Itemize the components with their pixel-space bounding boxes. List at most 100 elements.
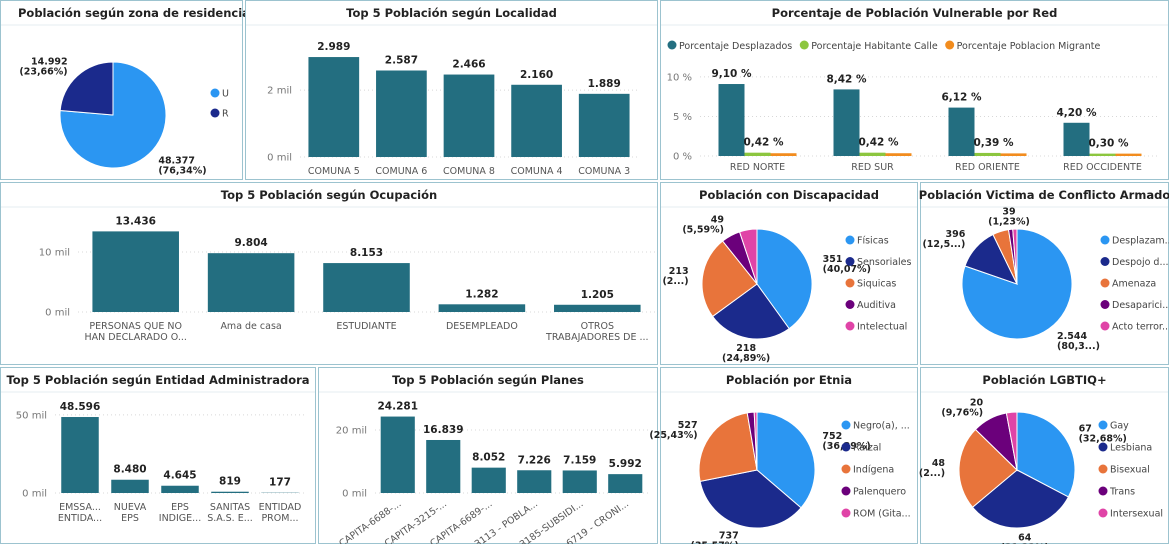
legend-marker — [841, 486, 851, 496]
legend-marker — [1098, 464, 1108, 474]
data-label: 0,42 % — [858, 137, 899, 149]
data-label: 4.645 — [163, 470, 196, 482]
x-tick-label: RED SUR — [851, 162, 894, 173]
data-label: 14.992 (23,66%) — [19, 57, 67, 78]
legend-label: Sensoriales — [857, 257, 912, 268]
data-label: 5.992 — [609, 458, 642, 470]
data-label: 2.160 — [520, 69, 553, 81]
y-tick-label: 0 mil — [267, 153, 292, 164]
bar — [974, 152, 1001, 156]
pie-slice — [1012, 228, 1018, 285]
bar — [207, 253, 295, 312]
bar — [1063, 122, 1090, 156]
x-tick-label: DESEMPLEADO — [446, 321, 518, 332]
x-tick-label: COMUNA 4 — [511, 166, 563, 177]
pie-slice — [699, 469, 802, 529]
y-tick-label: 0 % — [673, 152, 692, 163]
data-label: 4,20 % — [1056, 107, 1097, 119]
pie-slice — [1016, 411, 1076, 498]
legend-marker — [845, 321, 855, 331]
data-label: 2.544 (80,3...) — [1057, 331, 1100, 352]
x-tick-label: RED NORTE — [730, 162, 785, 173]
data-label: 64(31,22%) — [1001, 533, 1049, 544]
legend-marker — [1100, 235, 1110, 245]
data-label: 0,30 % — [1088, 138, 1129, 150]
data-label: 1.889 — [588, 78, 621, 90]
legend-marker — [799, 40, 809, 50]
bar — [438, 304, 526, 312]
data-label: 737(35,57%) — [690, 531, 738, 544]
legend-marker — [945, 40, 955, 50]
data-label: 2.466 — [452, 59, 485, 71]
data-label: 177 — [269, 477, 291, 489]
legend-marker — [210, 88, 220, 98]
bar — [211, 491, 249, 493]
data-label: 49 (5,59%) — [682, 214, 724, 235]
pie-slice — [756, 411, 816, 509]
legend-label: Intelectual — [857, 322, 907, 333]
legend-label: Trans — [1109, 487, 1135, 498]
legend-label: Intersexual — [1110, 509, 1163, 520]
data-label: 1.205 — [581, 289, 614, 301]
legend-marker — [845, 278, 855, 288]
data-label: 16.839 — [423, 424, 464, 436]
legend-label: Bisexual — [1110, 465, 1150, 476]
legend-label: Porcentaje Habitante Calle — [811, 41, 938, 52]
bar — [426, 439, 461, 493]
panel-title: Población Victima de Conflicto Armado — [919, 188, 1169, 202]
pie-slice — [59, 61, 114, 116]
x-tick-label: COMUNA 5 — [308, 166, 360, 177]
panel-title: Top 5 Población según Planes — [392, 373, 584, 387]
x-tick-label: SANITAS S.A.S. E... — [207, 502, 253, 524]
data-label: 819 — [219, 476, 241, 488]
bar — [562, 470, 597, 493]
legend-marker — [1098, 508, 1108, 518]
legend-label: Despojo d... — [1112, 257, 1169, 268]
y-tick-label: 0 mil — [45, 308, 70, 319]
x-tick-label: ESTUDIANTE — [336, 321, 396, 332]
data-label: 20 (9,76%) — [941, 397, 983, 418]
y-tick-label: 10 mil — [39, 248, 70, 259]
data-label: 48 (2...) — [919, 458, 946, 479]
bar — [471, 467, 506, 493]
bar — [885, 153, 912, 156]
data-label: 8.052 — [472, 452, 505, 464]
legend-marker — [667, 40, 677, 50]
x-tick-label: COMUNA 3 — [578, 166, 630, 177]
legend-marker — [1100, 321, 1110, 331]
x-tick-label: RED OCCIDENTE — [1063, 162, 1142, 173]
x-tick-label: OTROS TRABAJADORES DE ... — [545, 321, 649, 343]
bar — [380, 416, 415, 493]
data-label: 2.587 — [385, 54, 418, 66]
data-label: 0,39 % — [973, 137, 1014, 149]
x-tick-label: EPS INDIGE... — [159, 502, 201, 524]
y-tick-label: 10 % — [667, 72, 692, 83]
bar — [376, 70, 427, 157]
pie-slice — [701, 240, 758, 318]
legend-marker — [845, 235, 855, 245]
panel-title: Población por Etnia — [726, 373, 852, 387]
data-label: 48.377 (76,34%) — [158, 155, 206, 176]
pie-slice — [738, 228, 758, 285]
pie-slice — [971, 469, 1070, 529]
bar — [578, 93, 630, 157]
bar — [92, 231, 179, 312]
legend-marker — [1100, 257, 1110, 266]
legend-label: Auditiva — [857, 300, 896, 311]
legend-marker — [210, 108, 220, 118]
pie-slice — [756, 228, 813, 330]
data-label: 7.159 — [563, 454, 596, 466]
legend-label: Amenaza — [1112, 279, 1156, 290]
pie-slice — [698, 412, 758, 482]
legend-label: ROM (Gita... — [853, 509, 911, 520]
legend-label: Lesbiana — [1110, 443, 1152, 454]
panel-title: Top 5 Población según Ocupación — [221, 188, 437, 202]
legend-marker — [1098, 420, 1108, 430]
legend-marker — [841, 464, 851, 474]
data-label: 1.282 — [465, 288, 498, 300]
data-label: 8,42 % — [826, 73, 867, 85]
data-label: 9,10 % — [711, 68, 752, 80]
legend-label: Porcentaje Desplazados — [679, 41, 792, 52]
panel-title: Top 5 Población según Entidad Administra… — [6, 373, 309, 387]
